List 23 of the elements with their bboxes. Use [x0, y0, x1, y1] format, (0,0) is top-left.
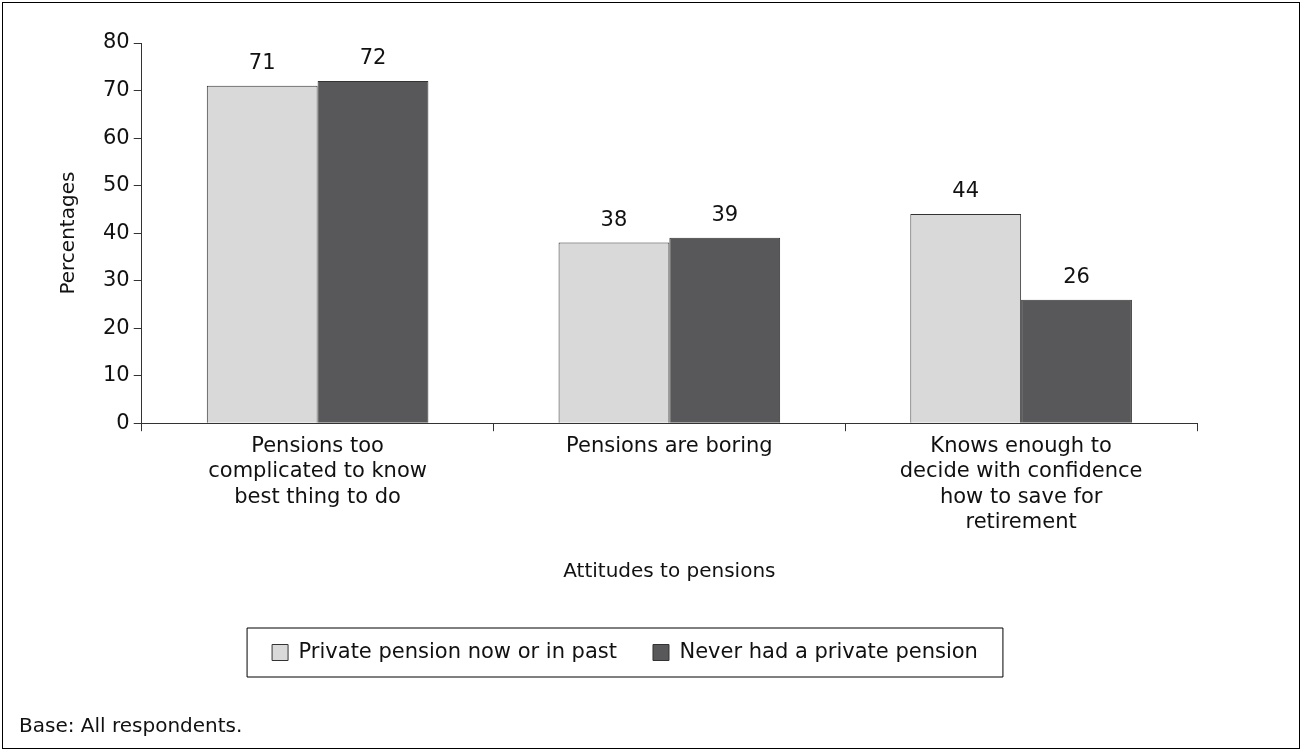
y-axis-title: Percentages [55, 171, 80, 295]
x-tick-label: Pensions are boring [566, 433, 773, 458]
text: Base: All respondents. [19, 713, 243, 737]
data-label: 38 [600, 206, 628, 231]
x-axis-title: Attitudes to pensions [563, 558, 776, 583]
legend-label: Private pension now or in past [298, 638, 617, 663]
x-tick-label: Knows enough to decide with confidence how to save for retirement [899, 433, 1143, 533]
data-label: 39 [711, 201, 739, 226]
y-tick-label: 60 [102, 124, 130, 149]
y-tick-label: 40 [102, 219, 130, 244]
y-tick-label: 10 [102, 362, 130, 387]
x-tick-label: Pensions too complicated to know best thing to do [208, 433, 427, 508]
y-tick-label: 80 [102, 29, 130, 54]
y-tick-label: 0 [116, 409, 130, 434]
data-label: 71 [248, 49, 276, 74]
data-label: 72 [359, 44, 387, 69]
y-tick-label: 20 [102, 314, 130, 339]
data-label: 26 [1063, 263, 1090, 288]
y-tick-label: 70 [102, 76, 130, 101]
legend-label: Never had a private pension [679, 638, 978, 663]
y-tick-label: 50 [102, 172, 130, 197]
y-tick-label: 30 [102, 267, 130, 292]
data-label: 44 [952, 178, 980, 203]
